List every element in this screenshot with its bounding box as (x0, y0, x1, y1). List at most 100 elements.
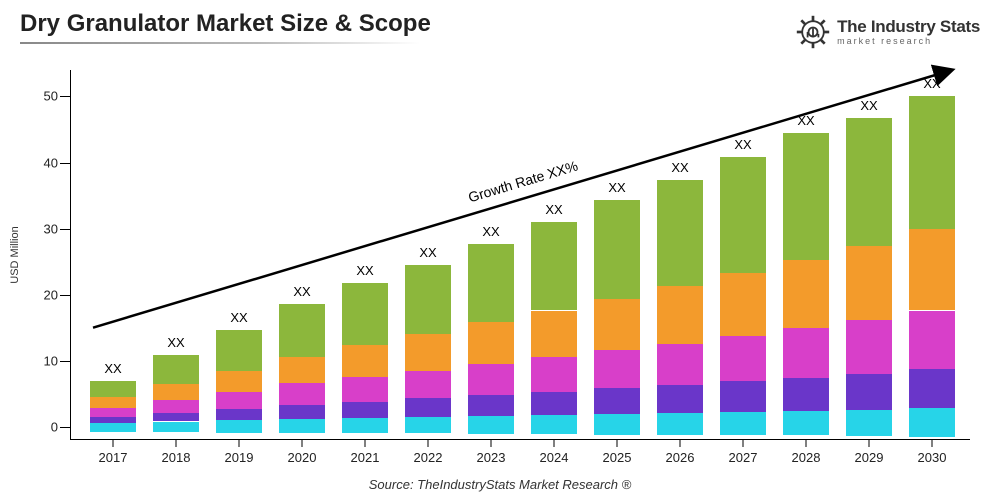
x-tick (554, 440, 555, 447)
bar-segment (468, 395, 514, 416)
x-tick-label: 2023 (461, 450, 521, 465)
bar-segment (153, 427, 199, 432)
x-tick-label: 2029 (839, 450, 899, 465)
bar-segment (216, 371, 262, 392)
bar-group: XX (594, 70, 640, 440)
x-tick-label: 2024 (524, 450, 584, 465)
bar-segment (594, 350, 640, 388)
bar-top-label: XX (405, 245, 451, 260)
bar-segment (279, 427, 325, 433)
x-tick (743, 440, 744, 447)
bar-group: XX (279, 70, 325, 440)
x-tick-label: 2018 (146, 450, 206, 465)
bar-segment (153, 355, 199, 383)
x-tick (428, 440, 429, 447)
bar-segment (279, 405, 325, 419)
bar-segment (909, 229, 955, 310)
bar-segment (720, 412, 766, 427)
bar-segment (783, 133, 829, 259)
bar-segment (342, 427, 388, 434)
bar-segment (216, 420, 262, 427)
bar-segment (405, 265, 451, 334)
bar-segment (531, 357, 577, 391)
bar-segment (909, 369, 955, 408)
bar-group: XX (153, 70, 199, 440)
bar-group: XX (783, 70, 829, 440)
bar-top-label: XX (846, 98, 892, 113)
brand-tagline: market research (837, 37, 980, 46)
x-tick (932, 440, 933, 447)
bar-segment (909, 311, 955, 369)
bar-segment (783, 411, 829, 427)
bar-segment (720, 336, 766, 382)
y-tick (60, 96, 70, 97)
bar-segment (405, 371, 451, 399)
bar-segment (657, 385, 703, 413)
chart-plot-area: USD Million 01020304050 XX2017XX2018XX20… (70, 70, 970, 440)
bar-segment (909, 408, 955, 427)
y-tick-label: 20 (30, 287, 58, 302)
bar-top-label: XX (783, 113, 829, 128)
x-tick (806, 440, 807, 447)
y-tick (60, 427, 70, 428)
bar-segment (594, 388, 640, 414)
bar-segment (846, 118, 892, 246)
bar-group: XX (720, 70, 766, 440)
bar-group: XX (342, 70, 388, 440)
bar-top-label: XX (657, 160, 703, 175)
bar-segment (783, 328, 829, 378)
bar-segment (153, 413, 199, 422)
bar-segment (531, 392, 577, 415)
y-axis-label: USD Million (9, 226, 21, 283)
x-tick (176, 440, 177, 447)
bar-top-label: XX (468, 224, 514, 239)
bar-segment (342, 402, 388, 419)
x-tick (680, 440, 681, 447)
x-tick-label: 2027 (713, 450, 773, 465)
y-tick (60, 295, 70, 296)
bar-segment (594, 414, 640, 427)
gear-chart-icon (795, 14, 831, 50)
bar-segment (153, 384, 199, 400)
bar-segment (90, 381, 136, 398)
y-tick-label: 30 (30, 221, 58, 236)
bar-top-label: XX (720, 137, 766, 152)
x-tick-label: 2028 (776, 450, 836, 465)
bar-segment (468, 322, 514, 364)
bar-segment (657, 344, 703, 386)
bar-group: XX (657, 70, 703, 440)
bar-segment (279, 383, 325, 405)
x-tick (239, 440, 240, 447)
bar-segment (90, 417, 136, 423)
bar-segment (720, 427, 766, 436)
bar-segment (846, 246, 892, 321)
x-tick (302, 440, 303, 447)
brand-logo: The Industry Stats market research (795, 14, 980, 50)
bar-group: XX (216, 70, 262, 440)
bar-segment (90, 423, 136, 427)
y-tick-label: 10 (30, 353, 58, 368)
bar-top-label: XX (153, 335, 199, 350)
bar-segment (153, 400, 199, 413)
bar-segment (720, 273, 766, 336)
y-tick-label: 40 (30, 155, 58, 170)
bar-segment (153, 422, 199, 427)
bar-segment (90, 408, 136, 417)
bar-top-label: XX (909, 76, 955, 91)
bar-segment (594, 299, 640, 351)
source-caption: Source: TheIndustryStats Market Research… (0, 477, 1000, 492)
y-tick (60, 229, 70, 230)
bar-segment (846, 427, 892, 436)
bar-segment (342, 418, 388, 427)
bar-segment (279, 304, 325, 357)
brand-text: The Industry Stats market research (837, 18, 980, 46)
bar-segment (216, 427, 262, 433)
root: Dry Granulator Market Size & Scope (0, 0, 1000, 500)
bar-top-label: XX (531, 202, 577, 217)
bar-segment (594, 427, 640, 435)
bar-top-label: XX (279, 284, 325, 299)
x-tick-label: 2019 (209, 450, 269, 465)
x-tick (491, 440, 492, 447)
y-tick-label: 0 (30, 419, 58, 434)
x-tick-label: 2030 (902, 450, 962, 465)
